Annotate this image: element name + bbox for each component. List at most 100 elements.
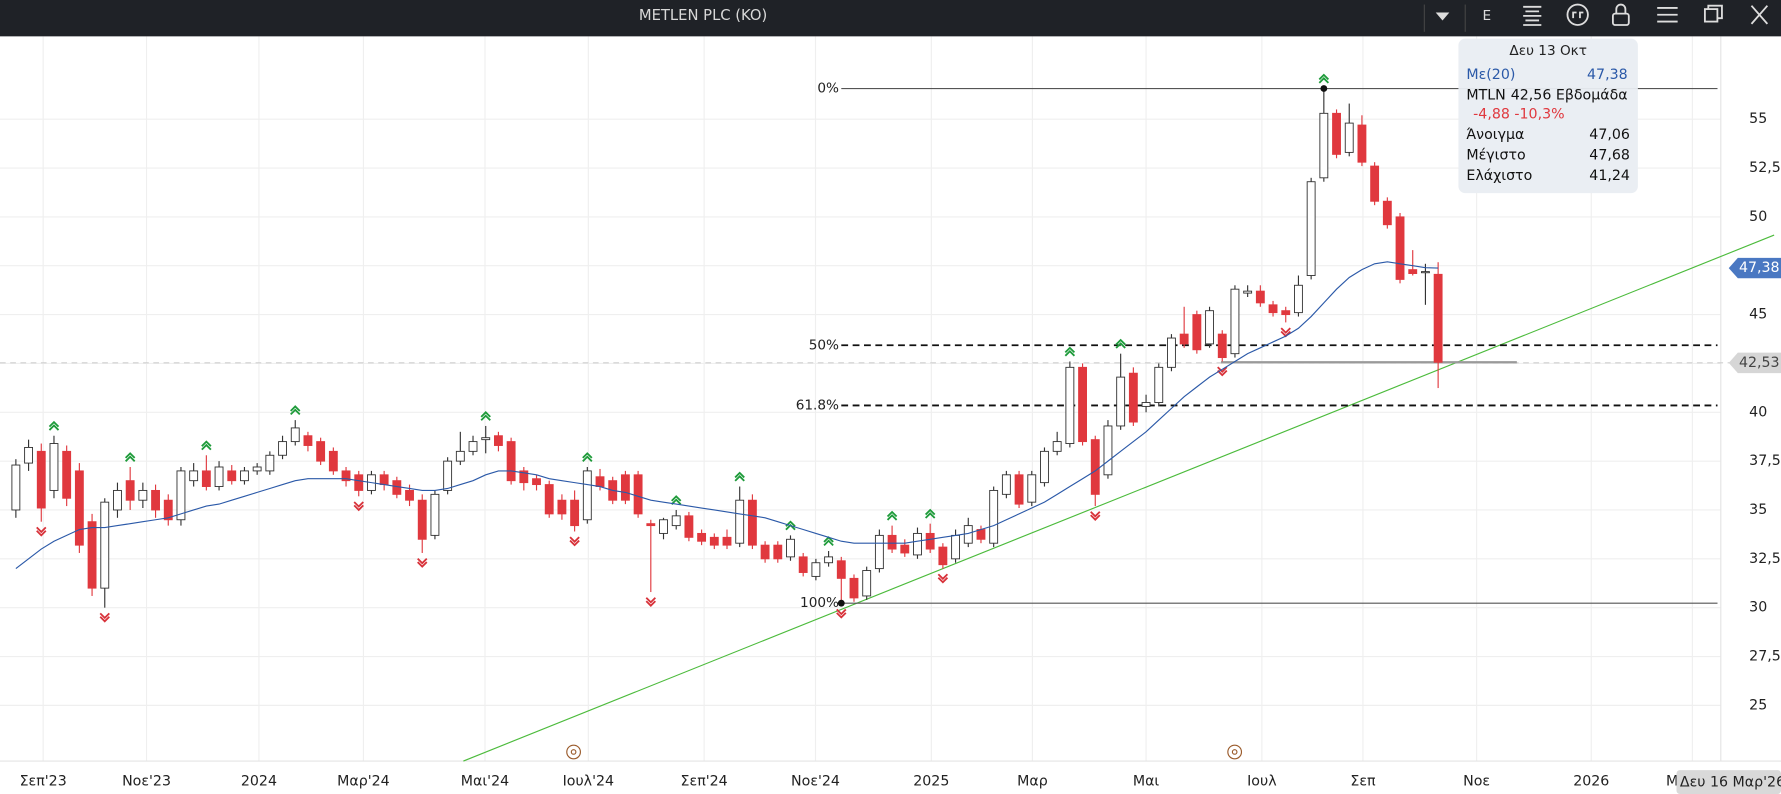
candle-body (1319, 112, 1329, 179)
candle-body (1230, 288, 1240, 355)
chart-title: METLEN PLC (KO) (639, 7, 767, 24)
candle-body (849, 577, 859, 599)
candle-body (1154, 366, 1164, 403)
candle-body (506, 441, 516, 482)
candle-body (582, 470, 592, 521)
fractal-up (924, 508, 936, 519)
fractal-up (1064, 346, 1076, 357)
dividend-marker (1227, 744, 1243, 760)
dividend-marker (566, 744, 581, 760)
y-tick-label: 50 (1749, 209, 1767, 225)
candle-body (1179, 333, 1189, 345)
tooltip-value: 47,68 (1589, 148, 1630, 164)
tooltip-value: 47,38 (1587, 67, 1628, 83)
fractal-up (124, 452, 136, 462)
candle-body (519, 470, 529, 484)
candle-body (811, 562, 821, 577)
candle-body (659, 519, 668, 534)
tooltip-name: Με(20) (1466, 67, 1515, 83)
x-tick-label: Σεπ (1350, 774, 1376, 790)
tooltip-value: 47,06 (1589, 127, 1630, 143)
candle-body (24, 446, 34, 464)
candle-body (176, 470, 186, 521)
candle-body (493, 435, 503, 446)
x-tick-label: Μαι (1133, 774, 1160, 790)
candle-body (151, 489, 160, 511)
y-tick-label: 45 (1749, 307, 1767, 323)
x-tick-label: Ιουλ'24 (563, 774, 614, 790)
candle-body (1306, 181, 1316, 276)
candle-body (1294, 284, 1303, 314)
price-tag-label: 47,38 (1739, 260, 1780, 276)
x-tick-label: Νοε'24 (791, 774, 840, 790)
candle-body (1395, 216, 1405, 280)
candle-body (1192, 314, 1202, 351)
candle-body (976, 529, 986, 540)
fib-anchor (1320, 85, 1328, 92)
candle-body (862, 570, 872, 597)
candle-body (125, 480, 135, 501)
dropdown-icon[interactable] (1435, 12, 1450, 21)
tooltip-box (1458, 38, 1638, 194)
toolbar-button[interactable]: E (1483, 8, 1492, 24)
candle-body (951, 534, 961, 560)
candle-body (11, 464, 21, 511)
fractal-up (1115, 338, 1126, 349)
tooltip-value: 41,24 (1589, 168, 1630, 184)
candle-body (113, 489, 122, 511)
fractal-up (671, 495, 682, 505)
candle-body (328, 450, 338, 472)
candle-body (532, 478, 541, 486)
candle-body (36, 450, 46, 509)
candle-body (405, 489, 414, 501)
y-tick-label: 40 (1749, 404, 1767, 420)
candle-body (1281, 310, 1291, 316)
candle-body (455, 450, 465, 462)
fractal-up (48, 420, 60, 431)
candle-body (1382, 200, 1392, 226)
candle-body (290, 427, 300, 443)
candle-body (379, 474, 389, 486)
candle-body (1040, 450, 1049, 484)
candle-body (74, 470, 84, 546)
y-tick-label: 27,5 (1749, 649, 1781, 665)
fractal-up (201, 440, 212, 451)
candle-body (100, 501, 110, 589)
fractal-down (569, 536, 580, 547)
tooltip-change: -4,88 -10,3% (1473, 107, 1564, 123)
candle-body (836, 560, 846, 579)
fib-label: 0% (817, 81, 839, 97)
fib-label: 61.8% (796, 397, 839, 413)
y-tick-label: 37,5 (1749, 453, 1781, 469)
tooltip-value: 42,56 Εβδομάδα (1511, 87, 1628, 103)
candle-body (138, 489, 148, 501)
candle-body (49, 443, 59, 491)
cursor-date: Δευ 16 Μαρ'26 (1680, 775, 1781, 791)
price-tag (1728, 257, 1781, 279)
fractal-down (1217, 366, 1228, 377)
candle-body (684, 515, 694, 538)
candle-body (671, 515, 681, 527)
fractal-down (836, 608, 847, 619)
fractal-up (886, 510, 898, 521)
fractal-up (1318, 73, 1330, 84)
x-tick-label: Μαρ'24 (337, 774, 390, 790)
candle-body (341, 470, 351, 482)
candle-body (163, 499, 173, 521)
fractal-down (353, 501, 364, 512)
candle-body (1255, 290, 1265, 304)
dividend-marker-dot (1231, 749, 1238, 755)
candle-body (887, 534, 897, 550)
toolbar-icons[interactable] (1523, 3, 1769, 26)
fractal-up (734, 471, 745, 482)
candle-body (468, 441, 478, 452)
fractal-down (937, 573, 949, 584)
fractal-down (36, 526, 47, 537)
candle-body (925, 532, 935, 550)
candle-body (481, 437, 491, 441)
candle-body (1268, 304, 1278, 314)
x-tick-label: 2026 (1573, 774, 1609, 790)
candle-body (938, 546, 948, 566)
header-bar (0, 0, 1781, 37)
